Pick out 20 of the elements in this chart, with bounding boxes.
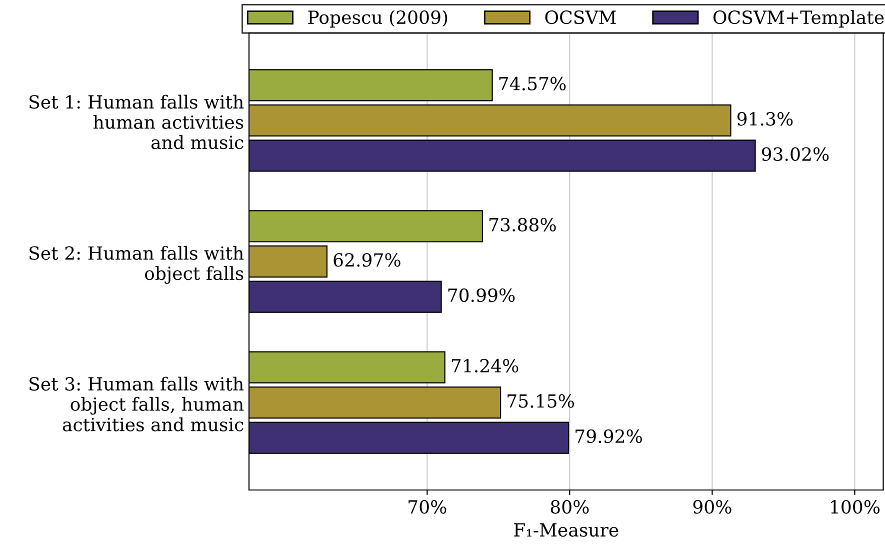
legend-label: Popescu (2009): [308, 10, 448, 28]
data-label: 73.88%: [490, 218, 556, 232]
legend-label: OCSVM: [545, 10, 616, 24]
legend-label: OCSVM+Template: [713, 10, 884, 28]
x-tick-label: 100%: [831, 500, 880, 514]
x-tick-label: 70%: [408, 500, 446, 514]
y-tick-label: Set 1: Human falls with human activities and music: [30, 94, 244, 150]
data-label: 79.92%: [576, 429, 642, 444]
x-tick-label: 90%: [693, 500, 732, 514]
y-tick-label: Set 3: Human falls with object falls, human activities and music: [30, 376, 244, 432]
data-label: 75.15%: [508, 394, 574, 408]
data-label: 91.3%: [737, 112, 793, 126]
y-tick-label: Set 2: Human falls with object falls: [30, 246, 244, 284]
data-label: 71.24%: [452, 358, 518, 373]
data-label: 70.99%: [448, 288, 515, 302]
data-label: 93.02%: [762, 147, 829, 161]
x-tick-label: 80%: [550, 500, 589, 514]
x-axis-title: F₁-Measure: [514, 523, 618, 537]
data-label: 62.97%: [334, 253, 400, 267]
data-label: 74.57%: [499, 76, 566, 90]
